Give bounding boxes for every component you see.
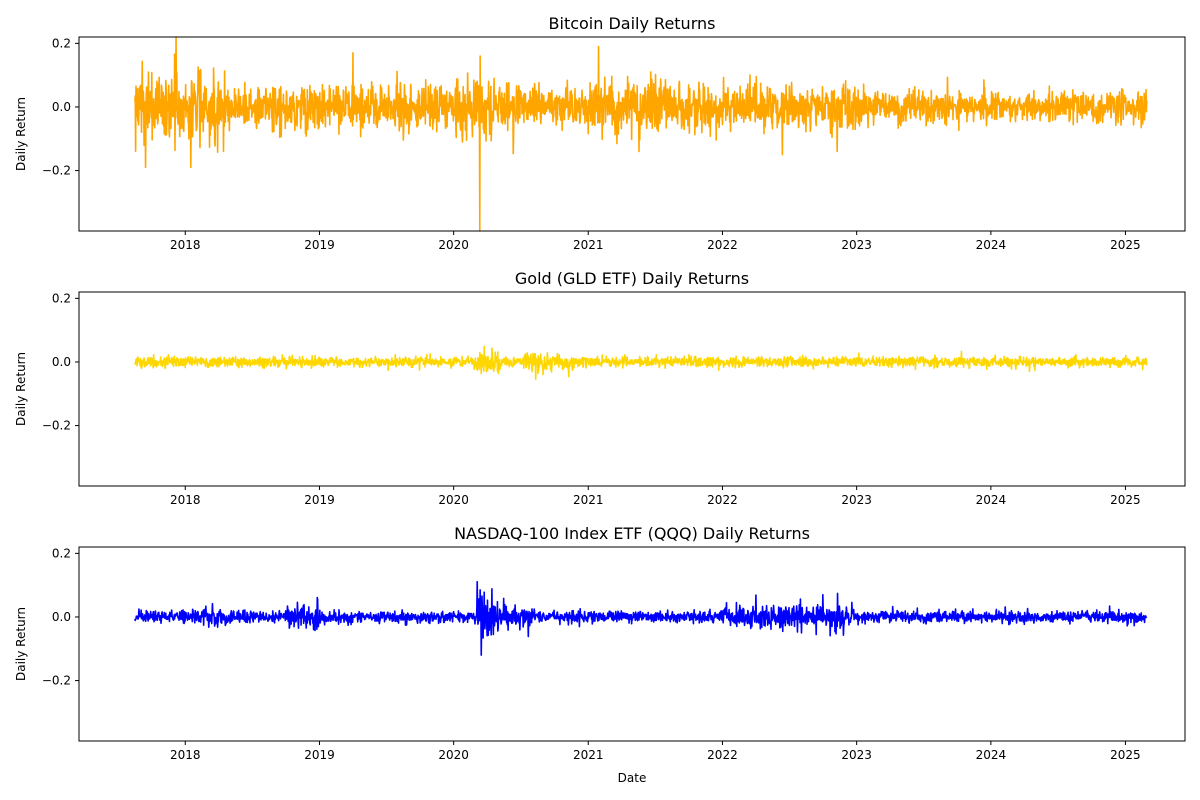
chart-title: NASDAQ-100 Index ETF (QQQ) Daily Returns (454, 524, 810, 543)
panel-bitcoin: Bitcoin Daily Returns Daily Return 2018 2… (14, 14, 1186, 252)
x-tick-label: 2018 (170, 748, 201, 762)
y-tick-label: 0.2 (52, 291, 71, 305)
x-tick-label: 2021 (573, 238, 604, 252)
x-tick-label: 2019 (304, 748, 335, 762)
panel-gold: Gold (GLD ETF) Daily Returns Daily Retur… (14, 269, 1186, 507)
y-tick-label: 0.0 (52, 610, 71, 624)
x-tick-label: 2022 (707, 238, 738, 252)
x-tick-label: 2024 (976, 748, 1007, 762)
axes-frame (78, 291, 1186, 487)
x-tick-label: 2022 (707, 493, 738, 507)
plot-area (134, 36, 1148, 232)
x-tick-label: 2018 (170, 238, 201, 252)
x-tick-label: 2018 (170, 493, 201, 507)
plot-area (134, 345, 1148, 380)
y-axis-label: Daily Return (14, 97, 28, 171)
y-tick-label: 0.0 (52, 100, 71, 114)
x-tick-label: 2025 (1110, 748, 1141, 762)
axes-frame (78, 36, 1186, 232)
y-tick-label: 0.0 (52, 355, 71, 369)
series-line (134, 580, 1148, 656)
x-tick-label: 2021 (573, 748, 604, 762)
x-tick-label: 2023 (841, 238, 872, 252)
y-axis-label: Daily Return (14, 352, 28, 426)
y-tick-label: −0.2 (42, 164, 71, 178)
x-tick-label: 2019 (304, 493, 335, 507)
x-tick-label: 2025 (1110, 238, 1141, 252)
x-tick-label: 2020 (438, 748, 469, 762)
axes-frame (78, 546, 1186, 742)
chart-title: Gold (GLD ETF) Daily Returns (515, 269, 749, 288)
x-tick-label: 2025 (1110, 493, 1141, 507)
x-tick-label: 2023 (841, 493, 872, 507)
x-tick-label: 2020 (438, 493, 469, 507)
x-tick-label: 2024 (976, 493, 1007, 507)
plot-area (134, 580, 1148, 656)
x-tick-label: 2020 (438, 238, 469, 252)
y-tick-label: 0.2 (52, 36, 71, 50)
x-tick-label: 2019 (304, 238, 335, 252)
y-tick-label: −0.2 (42, 674, 71, 688)
series-line (134, 36, 1148, 232)
chart-title: Bitcoin Daily Returns (549, 14, 716, 33)
y-tick-label: −0.2 (42, 419, 71, 433)
x-tick-label: 2024 (976, 238, 1007, 252)
x-axis-label: Date (618, 771, 647, 785)
x-tick-label: 2022 (707, 748, 738, 762)
y-tick-label: 0.2 (52, 546, 71, 560)
x-tick-label: 2021 (573, 493, 604, 507)
x-tick-label: 2023 (841, 748, 872, 762)
y-axis-label: Daily Return (14, 607, 28, 681)
series-line (134, 345, 1148, 380)
panel-nasdaq: NASDAQ-100 Index ETF (QQQ) Daily Returns… (14, 524, 1186, 785)
